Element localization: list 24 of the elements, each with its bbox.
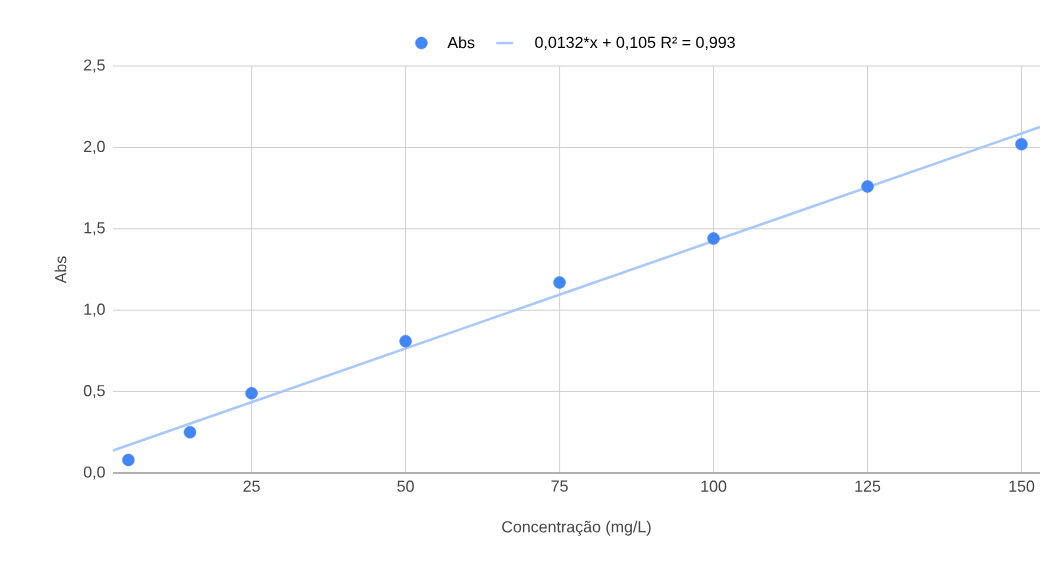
y-tick-label: 1,0 <box>84 303 105 317</box>
x-axis-title: Concentração (mg/L) <box>502 520 651 536</box>
x-tick-label: 125 <box>855 480 881 492</box>
x-tick-label: 50 <box>397 480 414 492</box>
point <box>1015 137 1028 151</box>
point <box>861 180 874 193</box>
x-tick-label: 100 <box>701 480 727 492</box>
legend-label: 0,0132*x + 0,105 R² = 0,993 <box>535 36 735 50</box>
x-tick-label: 25 <box>243 480 260 492</box>
y-tick-label: 2,5 <box>84 59 105 73</box>
point <box>245 387 258 400</box>
y-axis-title: Abs <box>54 256 67 284</box>
point <box>122 453 135 467</box>
point <box>399 334 412 348</box>
point <box>707 232 720 245</box>
legend-label: Abs <box>447 36 475 49</box>
point <box>183 426 197 439</box>
y-tick-label: 2,0 <box>84 140 105 154</box>
x-tick-label: 150 <box>1009 480 1035 492</box>
y-tick-label: 0,0 <box>83 466 105 480</box>
y-tick-label: 0,5 <box>83 385 105 399</box>
x-tick-label: 75 <box>551 480 568 492</box>
point <box>553 276 566 289</box>
y-tick-label: 1,5 <box>84 222 105 236</box>
